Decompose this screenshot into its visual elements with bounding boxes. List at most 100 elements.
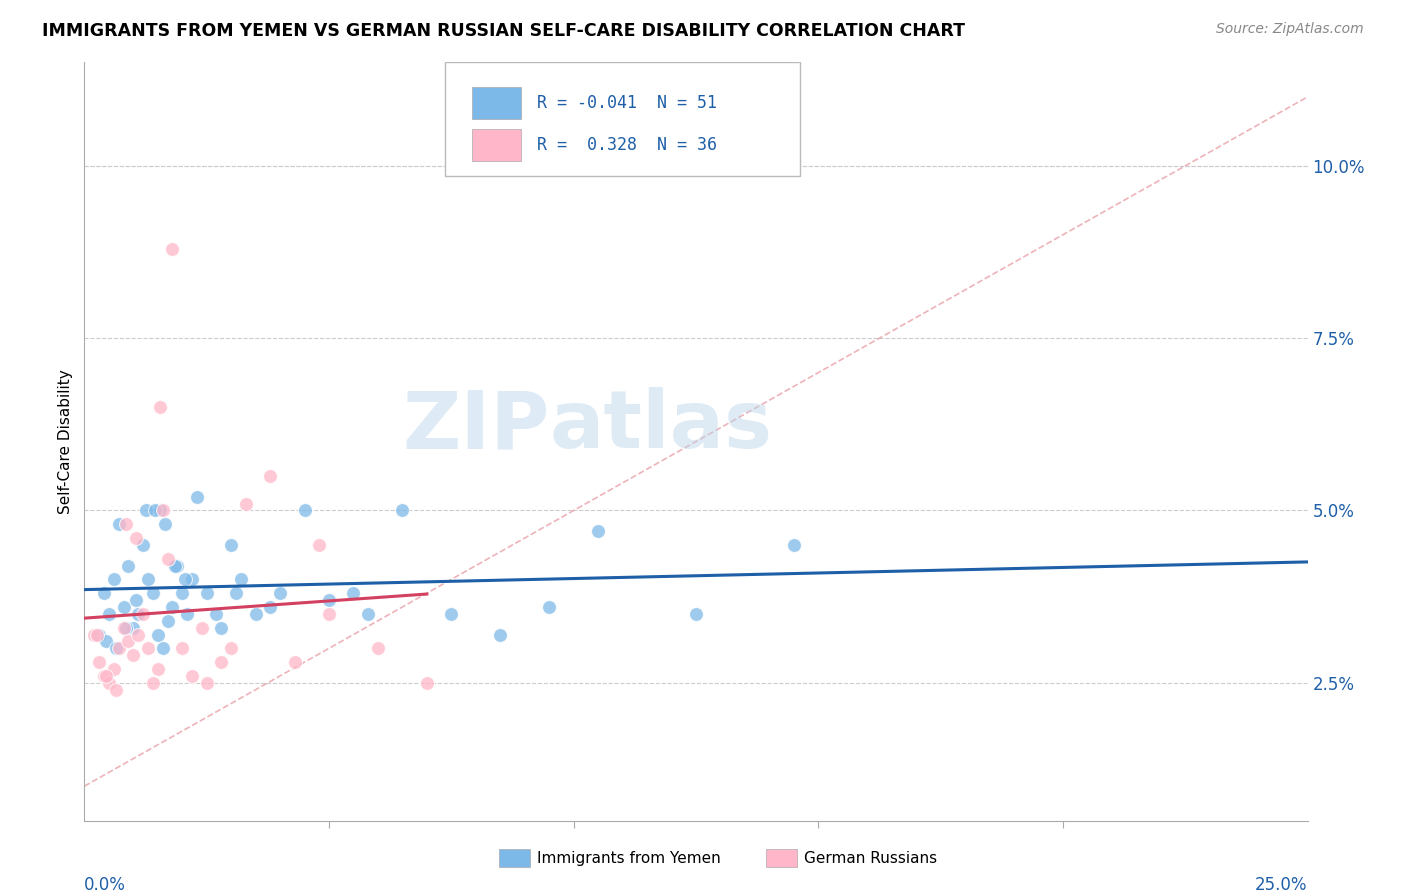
Point xyxy=(229,573,252,587)
Point xyxy=(342,586,364,600)
Point xyxy=(105,641,128,656)
Point xyxy=(357,607,380,621)
Point xyxy=(176,607,198,621)
Point xyxy=(186,490,208,504)
Point xyxy=(135,503,157,517)
FancyBboxPatch shape xyxy=(446,62,800,177)
Point xyxy=(586,524,609,538)
Point xyxy=(209,621,232,635)
Point xyxy=(103,662,125,676)
Point xyxy=(87,655,110,669)
Point xyxy=(166,558,188,573)
Point xyxy=(156,614,179,628)
Point xyxy=(205,607,228,621)
Point xyxy=(136,641,159,656)
Point xyxy=(219,538,242,552)
Point xyxy=(96,634,118,648)
Point xyxy=(538,599,561,614)
Point xyxy=(440,607,463,621)
Point xyxy=(294,503,316,517)
Point xyxy=(172,586,194,600)
Point xyxy=(122,621,145,635)
Point xyxy=(191,621,214,635)
Text: Source: ZipAtlas.com: Source: ZipAtlas.com xyxy=(1216,22,1364,37)
Point xyxy=(219,641,242,656)
Point xyxy=(173,573,195,587)
Point xyxy=(225,586,247,600)
Point xyxy=(93,586,115,600)
Point xyxy=(318,607,340,621)
Point xyxy=(318,593,340,607)
Point xyxy=(107,517,129,532)
Point xyxy=(259,469,281,483)
Point xyxy=(127,607,149,621)
Point xyxy=(149,400,172,414)
Point xyxy=(83,627,105,641)
Point xyxy=(162,599,184,614)
Point xyxy=(152,503,174,517)
Text: atlas: atlas xyxy=(550,387,772,466)
FancyBboxPatch shape xyxy=(472,87,522,120)
Point xyxy=(163,558,186,573)
Point xyxy=(117,558,139,573)
Text: 0.0%: 0.0% xyxy=(84,876,127,892)
Point xyxy=(112,621,135,635)
Point xyxy=(142,675,165,690)
Point xyxy=(132,607,155,621)
Point xyxy=(489,627,512,641)
Point xyxy=(97,675,120,690)
Point xyxy=(367,641,389,656)
Point xyxy=(195,586,218,600)
Text: IMMIGRANTS FROM YEMEN VS GERMAN RUSSIAN SELF-CARE DISABILITY CORRELATION CHART: IMMIGRANTS FROM YEMEN VS GERMAN RUSSIAN … xyxy=(42,22,965,40)
Point xyxy=(136,573,159,587)
Point xyxy=(308,538,330,552)
Point xyxy=(149,503,172,517)
Point xyxy=(132,538,155,552)
Point xyxy=(284,655,307,669)
Point xyxy=(112,599,135,614)
Point xyxy=(115,517,138,532)
Point xyxy=(195,675,218,690)
Point xyxy=(96,669,118,683)
Point xyxy=(87,627,110,641)
Point xyxy=(152,641,174,656)
Point xyxy=(245,607,267,621)
Point xyxy=(146,662,169,676)
Text: R =  0.328  N = 36: R = 0.328 N = 36 xyxy=(537,136,717,154)
Point xyxy=(181,669,204,683)
Point xyxy=(107,641,129,656)
Point xyxy=(143,503,166,517)
Point xyxy=(153,517,176,532)
Point xyxy=(209,655,232,669)
Point xyxy=(156,551,179,566)
Point xyxy=(122,648,145,663)
Text: R = -0.041  N = 51: R = -0.041 N = 51 xyxy=(537,94,717,112)
Text: Immigrants from Yemen: Immigrants from Yemen xyxy=(537,851,721,865)
Point xyxy=(783,538,806,552)
Text: 25.0%: 25.0% xyxy=(1256,876,1308,892)
Text: ZIP: ZIP xyxy=(402,387,550,466)
Y-axis label: Self-Care Disability: Self-Care Disability xyxy=(58,369,73,514)
Point xyxy=(181,573,204,587)
Point xyxy=(391,503,413,517)
Point xyxy=(235,497,257,511)
Point xyxy=(125,593,148,607)
Point xyxy=(259,599,281,614)
Point xyxy=(142,586,165,600)
Point xyxy=(162,242,184,256)
Point xyxy=(115,621,138,635)
Point xyxy=(97,607,120,621)
Point xyxy=(125,531,148,545)
Point xyxy=(103,573,125,587)
Point xyxy=(105,682,128,697)
Point xyxy=(117,634,139,648)
Point xyxy=(127,627,149,641)
Point xyxy=(416,675,439,690)
Point xyxy=(146,627,169,641)
Point xyxy=(269,586,291,600)
Text: German Russians: German Russians xyxy=(804,851,938,865)
FancyBboxPatch shape xyxy=(472,129,522,161)
Point xyxy=(93,669,115,683)
Point xyxy=(86,627,108,641)
Point xyxy=(685,607,707,621)
